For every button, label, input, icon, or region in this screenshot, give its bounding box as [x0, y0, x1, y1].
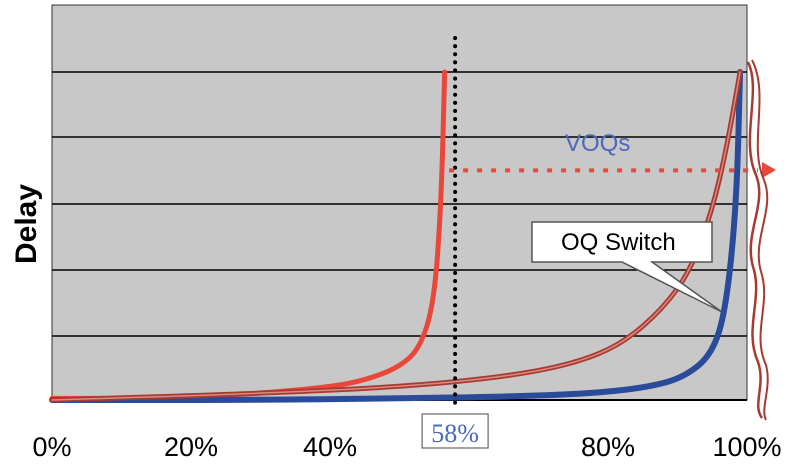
oq-switch-label: OQ Switch — [561, 229, 676, 256]
x-tick-label: 0% — [32, 432, 71, 462]
plot-background — [51, 4, 748, 401]
x-tick-label: 20% — [164, 432, 218, 462]
voq-label: VOQs — [565, 130, 630, 157]
x-tick-labels: 0% 20% 40% 58% 80% 100% — [32, 413, 782, 462]
right-edge-squiggle — [746, 59, 769, 421]
squiggle-right-stroke — [751, 59, 769, 421]
squiggle-left-stroke — [746, 61, 764, 419]
x-tick-label: 100% — [712, 432, 781, 462]
marker-label: 58% — [431, 419, 479, 448]
oq-callout-box — [531, 221, 723, 313]
series-blue-line — [49, 69, 744, 403]
marker-label-box — [421, 413, 489, 449]
voq-arrow-head — [762, 162, 776, 178]
voq-arrow — [449, 162, 776, 178]
x-tick-label: 80% — [581, 432, 635, 462]
oq-switch-callout: OQ Switch — [531, 221, 723, 313]
x-tick-label: 40% — [303, 432, 357, 462]
y-axis-label: Delay — [10, 184, 43, 264]
